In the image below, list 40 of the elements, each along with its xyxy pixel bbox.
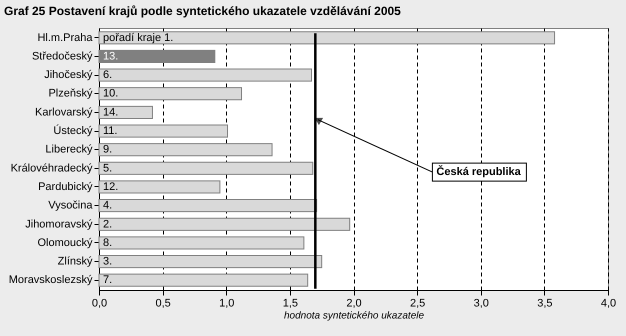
annotation: 12. [103, 180, 118, 193]
y-tick-label: Liberecký [45, 144, 93, 156]
y-tick-label: Olomoucký [37, 236, 93, 249]
y-tick-label: Vysočina [48, 200, 94, 212]
annotation: 5. [103, 162, 112, 174]
annotation: 10. [103, 88, 118, 100]
y-tick-label: Karlovarský [35, 106, 93, 118]
annotation: 14. [103, 106, 118, 118]
x-tick-label: 2,5 [410, 298, 426, 310]
annotation: 4. [103, 200, 112, 212]
x-tick-label: 0,0 [92, 298, 108, 310]
annotation: pořadí kraje 1. [103, 32, 174, 44]
x-tick-label: 3,0 [474, 298, 489, 310]
y-tick-label: Pardubický [38, 180, 93, 193]
chart-title: Graf 25 Postavení krajů podle syntetického ukazatele vzdělávání 2005 [4, 4, 402, 18]
annotation: 3. [103, 256, 112, 268]
x-tick-label: 1,5 [282, 298, 298, 310]
annotation: 2. [103, 218, 112, 230]
annotation: 6. [103, 69, 112, 82]
annotation: 9. [103, 144, 112, 156]
y-tick-label: Jihomoravský [25, 218, 93, 230]
y-tick-label: Středočeský [32, 50, 93, 62]
x-tick-label: 4,0 [600, 298, 616, 310]
annotation: 8. [103, 236, 112, 249]
y-tick-label: Jihočeský [44, 69, 93, 82]
x-tick-label: 2,0 [346, 298, 362, 310]
x-tick-label: 0,5 [155, 298, 171, 310]
x-axis-title: hodnota syntetického ukazatele [284, 310, 424, 322]
annotation: 13. [103, 50, 118, 62]
y-tick-label: Moravskoslezský [8, 274, 93, 286]
y-tick-label: Královéhradecký [10, 162, 93, 174]
annotation: 7. [103, 274, 112, 286]
y-tick-label: Zlínský [58, 256, 93, 268]
x-tick-label: 3,5 [537, 298, 553, 310]
annotation: 11. [103, 125, 118, 138]
x-tick-label: 1,0 [219, 298, 234, 310]
y-tick-label: Plzeňský [48, 88, 93, 100]
ref-line-label: Česká republika [436, 165, 522, 178]
y-tick-label: Ústecký [53, 124, 93, 138]
y-tick-label: Hl.m.Praha [37, 32, 94, 44]
